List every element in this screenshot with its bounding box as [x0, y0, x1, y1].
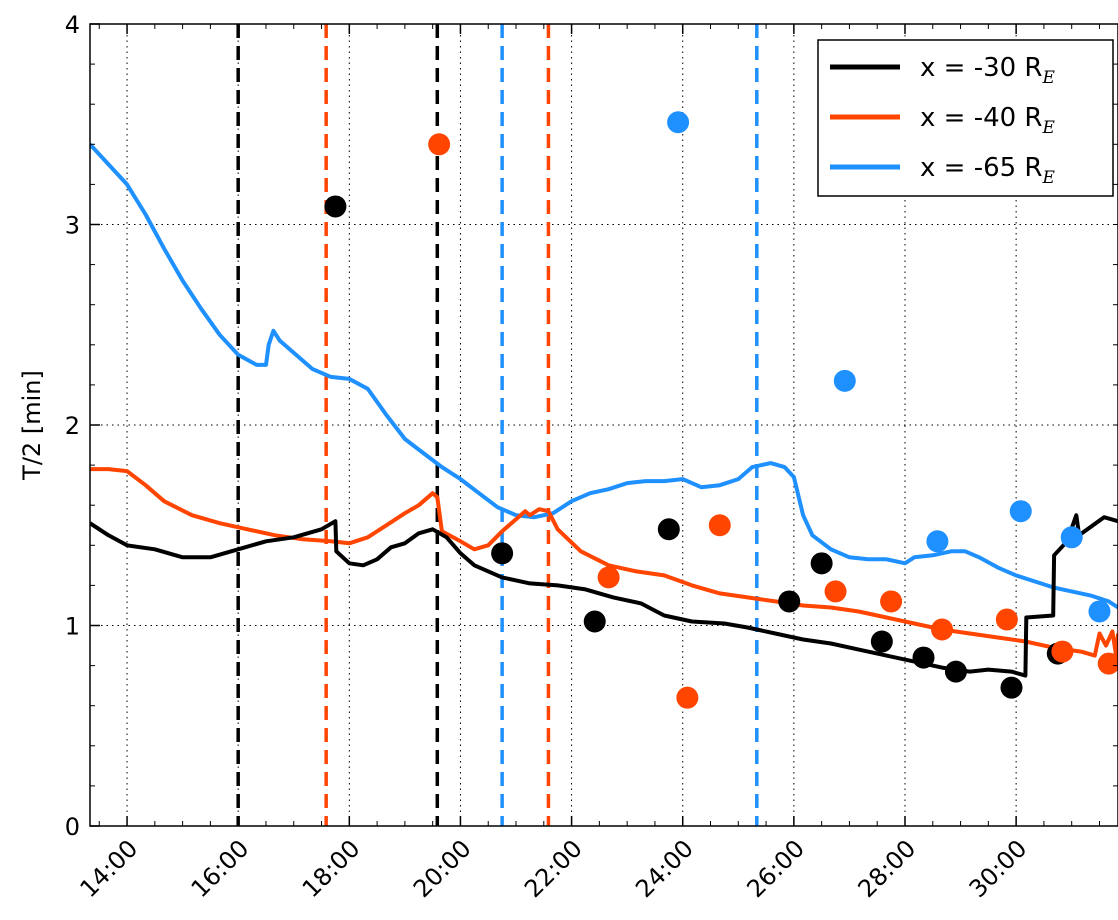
legend-label-subscript: E	[1042, 68, 1056, 88]
data-point	[824, 580, 847, 603]
legend-label: x = -30 RE	[920, 53, 1056, 88]
legend-label: x = -65 RE	[920, 153, 1056, 188]
data-point	[870, 630, 893, 653]
legend-label-subscript: E	[1042, 118, 1056, 138]
y-tick-label: 2	[65, 412, 80, 440]
event-markers	[236, 24, 759, 826]
data-point	[833, 369, 856, 392]
data-point	[583, 610, 606, 633]
series-line	[90, 467, 1118, 658]
data-point	[667, 111, 690, 134]
x-tick-label: 22:00	[519, 834, 588, 903]
data-point	[676, 686, 699, 709]
data-point	[708, 514, 731, 537]
x-tick-label: 16:00	[186, 834, 255, 903]
data-point	[995, 608, 1018, 631]
data-point	[880, 590, 903, 613]
x-tick-label: 18:00	[297, 834, 366, 903]
legend-label: x = -40 RE	[920, 103, 1056, 138]
series-markers	[324, 111, 1118, 709]
data-point	[324, 195, 347, 218]
data-point	[1000, 676, 1023, 699]
data-point	[1097, 652, 1118, 675]
data-point	[597, 566, 620, 589]
x-tick-label: 26:00	[741, 834, 810, 903]
data-point	[810, 552, 833, 575]
series-lines	[90, 142, 1118, 678]
data-point	[912, 646, 935, 669]
series-line	[90, 142, 1118, 610]
data-point	[657, 518, 680, 541]
y-tick-label: 4	[65, 11, 80, 39]
series-line	[90, 513, 1118, 678]
y-tick-label: 3	[65, 212, 80, 240]
data-point	[1088, 600, 1111, 623]
data-point	[778, 590, 801, 613]
x-tick-label: 14:00	[75, 834, 144, 903]
x-tick-label: 24:00	[630, 834, 699, 903]
legend: x = -30 RE x = -40 RE x = -65 RE	[817, 39, 1114, 197]
y-axis-title: T/2 [min]	[18, 370, 46, 481]
data-point	[1009, 500, 1032, 523]
data-point	[428, 133, 451, 156]
y-tick-label: 0	[65, 813, 80, 841]
y-tick-label: 1	[65, 613, 80, 641]
data-point	[944, 660, 967, 683]
grid	[90, 24, 1118, 826]
data-point	[931, 618, 954, 641]
legend-label-subscript: E	[1042, 168, 1056, 188]
data-point	[1060, 526, 1083, 549]
x-tick-label: 30:00	[964, 834, 1033, 903]
x-tick-label: 28:00	[853, 834, 922, 903]
x-tick-label: 20:00	[408, 834, 477, 903]
data-point	[926, 530, 949, 553]
data-point	[1051, 640, 1074, 663]
data-point	[491, 542, 514, 565]
